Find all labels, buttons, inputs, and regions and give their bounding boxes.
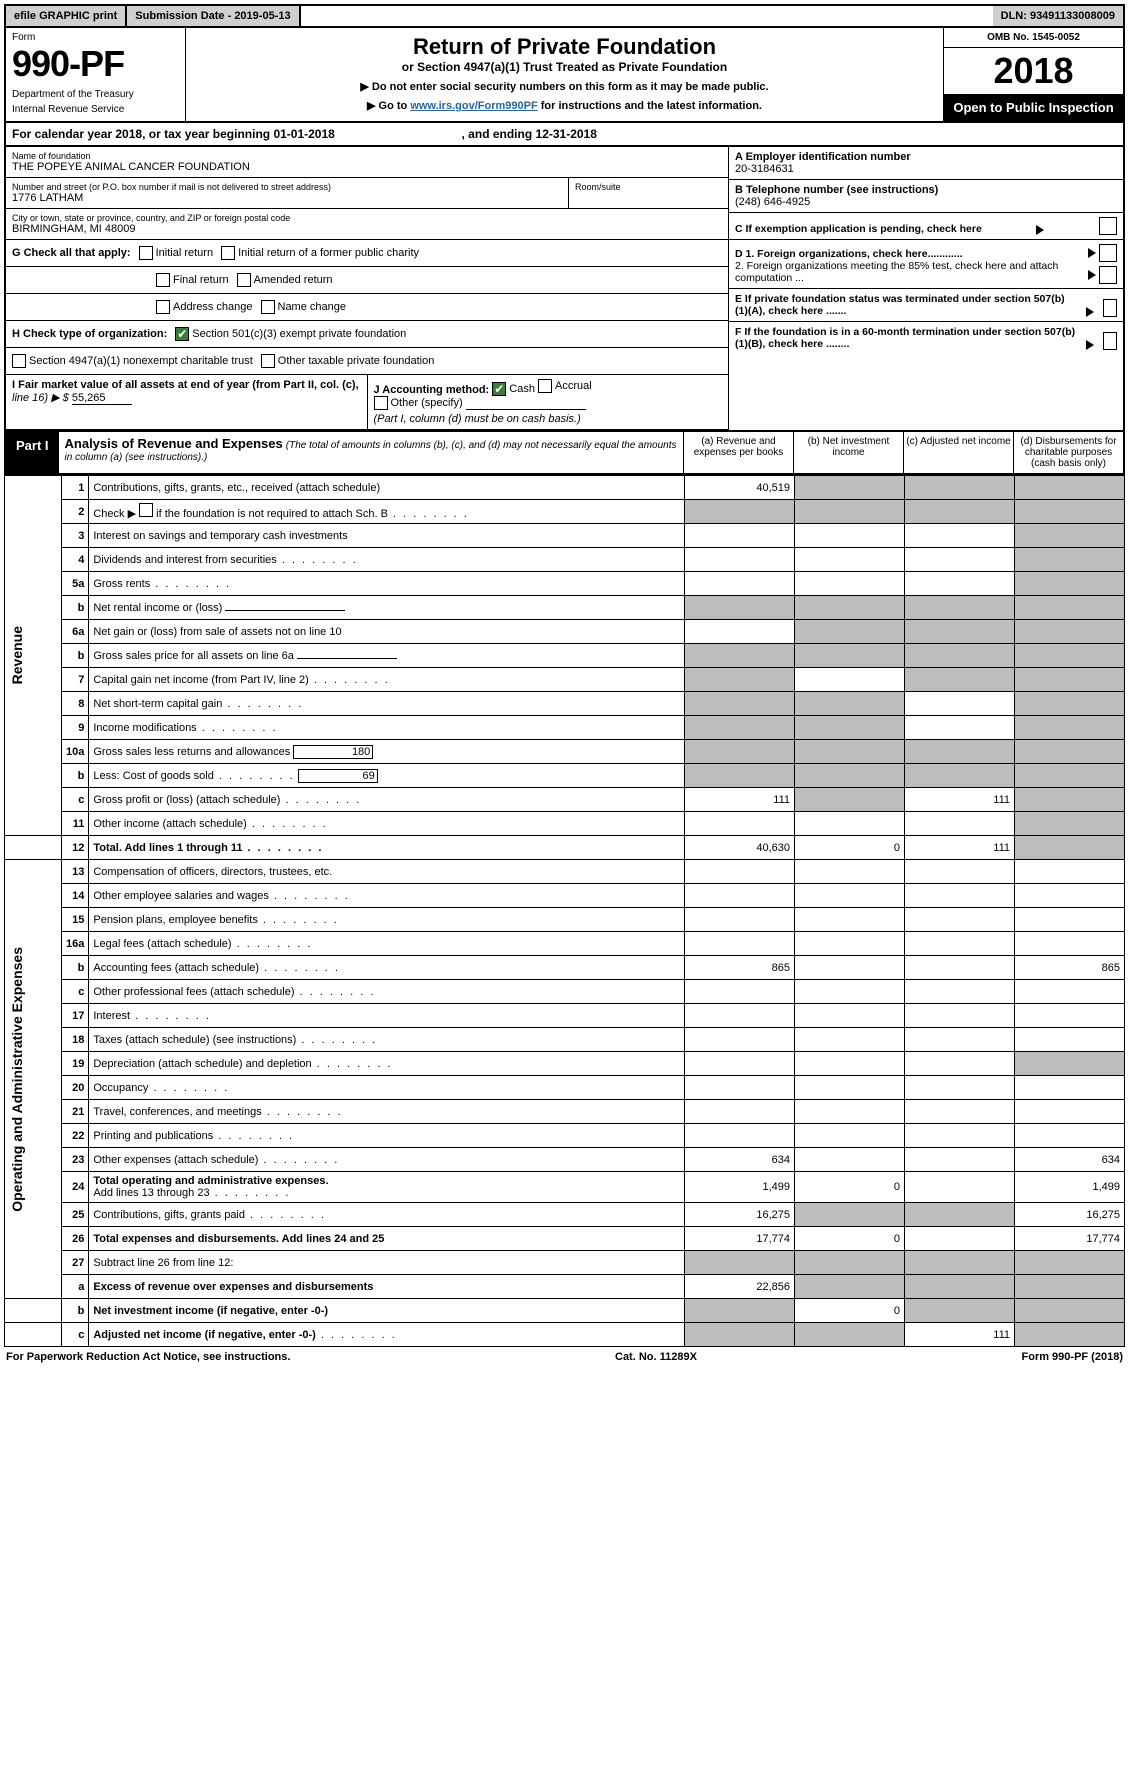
calendar-year-row: For calendar year 2018, or tax year begi… — [4, 123, 1125, 147]
dept-treasury: Department of the Treasury — [12, 89, 179, 100]
cb-initial-public-charity[interactable]: Initial return of a former public charit… — [221, 246, 419, 260]
open-public-badge: Open to Public Inspection — [944, 94, 1123, 121]
submission-date: Submission Date - 2019-05-13 — [127, 6, 300, 26]
g-label: G Check all that apply: — [12, 247, 131, 259]
cb-schb[interactable] — [139, 503, 153, 517]
d1-label: D 1. Foreign organizations, check here..… — [735, 248, 1079, 260]
cb-name-change[interactable]: Name change — [261, 300, 347, 314]
name-label: Name of foundation — [12, 151, 722, 161]
b-phone-label: B Telephone number (see instructions) — [735, 184, 1117, 196]
cb-address-change[interactable]: Address change — [156, 300, 253, 314]
expenses-side-label: Operating and Administrative Expenses — [9, 947, 25, 1212]
cb-cash[interactable]: ✔Cash — [492, 382, 535, 396]
note-goto-pre: ▶ Go to — [367, 100, 410, 112]
form-label: Form — [12, 32, 179, 43]
i-label: I Fair market value of all assets at end… — [12, 379, 359, 391]
arrow-icon — [1088, 270, 1096, 280]
room-label: Room/suite — [575, 182, 722, 192]
col-d-hdr: (d) Disbursements for charitable purpose… — [1013, 432, 1123, 473]
form990pf-link[interactable]: www.irs.gov/Form990PF — [410, 100, 537, 112]
col-c-hdr: (c) Adjusted net income — [903, 432, 1013, 473]
part1-header: Part I Analysis of Revenue and Expenses … — [4, 432, 1125, 475]
cb-accrual[interactable]: Accrual — [538, 379, 592, 393]
cat-no: Cat. No. 11289X — [615, 1351, 697, 1363]
cb-60month[interactable] — [1103, 332, 1117, 350]
page-footer: For Paperwork Reduction Act Notice, see … — [4, 1347, 1125, 1367]
arrow-icon — [1086, 307, 1094, 317]
foundation-name: THE POPEYE ANIMAL CANCER FOUNDATION — [12, 161, 722, 173]
form-subtitle: or Section 4947(a)(1) Trust Treated as P… — [192, 60, 937, 74]
note-goto-post: for instructions and the latest informat… — [538, 100, 762, 112]
j-note: (Part I, column (d) must be on cash basi… — [374, 413, 581, 425]
col-b-hdr: (b) Net investment income — [793, 432, 903, 473]
irs: Internal Revenue Service — [12, 104, 179, 115]
arrow-icon — [1086, 340, 1094, 350]
ein-value: 20-3184631 — [735, 163, 1117, 175]
paperwork-notice: For Paperwork Reduction Act Notice, see … — [6, 1351, 290, 1363]
cb-foreign-85[interactable] — [1099, 266, 1117, 284]
part1-tab: Part I — [6, 432, 59, 473]
tax-year: 2018 — [944, 48, 1123, 94]
form-header: Form 990-PF Department of the Treasury I… — [4, 28, 1125, 123]
cb-status-terminated[interactable] — [1103, 299, 1117, 317]
top-bar: efile GRAPHIC print Submission Date - 20… — [4, 4, 1125, 28]
cb-foreign-org[interactable] — [1099, 244, 1117, 262]
addr-label: Number and street (or P.O. box number if… — [12, 182, 562, 192]
cb-4947a1[interactable]: Section 4947(a)(1) nonexempt charitable … — [12, 354, 253, 368]
dln: DLN: 93491133008009 — [993, 6, 1123, 26]
cb-other-method[interactable]: Other (specify) — [374, 396, 463, 410]
c-exemption-label: C If exemption application is pending, c… — [735, 223, 982, 235]
d2-label: 2. Foreign organizations meeting the 85%… — [735, 260, 1079, 284]
efile-print-btn[interactable]: efile GRAPHIC print — [6, 6, 127, 26]
form-ref: Form 990-PF (2018) — [1022, 1351, 1123, 1363]
form-number: 990-PF — [12, 43, 179, 85]
phone-value: (248) 646-4925 — [735, 196, 1117, 208]
arrow-icon — [1088, 248, 1096, 258]
omb-number: OMB No. 1545-0052 — [944, 28, 1123, 48]
h-label: H Check type of organization: — [12, 328, 167, 340]
i-line16: line 16) ▶ $ — [12, 392, 69, 404]
city-state-zip: BIRMINGHAM, MI 48009 — [12, 223, 722, 235]
arrow-icon — [1036, 225, 1044, 235]
entity-info: Name of foundation THE POPEYE ANIMAL CAN… — [4, 147, 1125, 432]
f-label: F If the foundation is in a 60-month ter… — [735, 326, 1077, 350]
e-label: E If private foundation status was termi… — [735, 293, 1077, 317]
cb-other-taxable[interactable]: Other taxable private foundation — [261, 354, 435, 368]
a-ein-label: A Employer identification number — [735, 151, 1117, 163]
note-ssn: ▶ Do not enter social security numbers o… — [192, 80, 937, 93]
i-value: 55,265 — [72, 392, 132, 405]
col-a-hdr: (a) Revenue and expenses per books — [683, 432, 793, 473]
cb-exemption-pending[interactable] — [1099, 217, 1117, 235]
cb-initial-return[interactable]: Initial return — [139, 246, 213, 260]
cb-final-return[interactable]: Final return — [156, 273, 229, 287]
cb-501c3[interactable]: ✔Section 501(c)(3) exempt private founda… — [175, 327, 406, 341]
cb-amended-return[interactable]: Amended return — [237, 273, 333, 287]
part1-table: Revenue 1Contributions, gifts, grants, e… — [4, 475, 1125, 1347]
street-address: 1776 LATHAM — [12, 192, 562, 204]
part1-title: Analysis of Revenue and Expenses — [65, 436, 283, 451]
revenue-side-label: Revenue — [9, 626, 25, 684]
form-title: Return of Private Foundation — [192, 34, 937, 60]
j-label: J Accounting method: — [374, 384, 490, 396]
city-label: City or town, state or province, country… — [12, 213, 722, 223]
